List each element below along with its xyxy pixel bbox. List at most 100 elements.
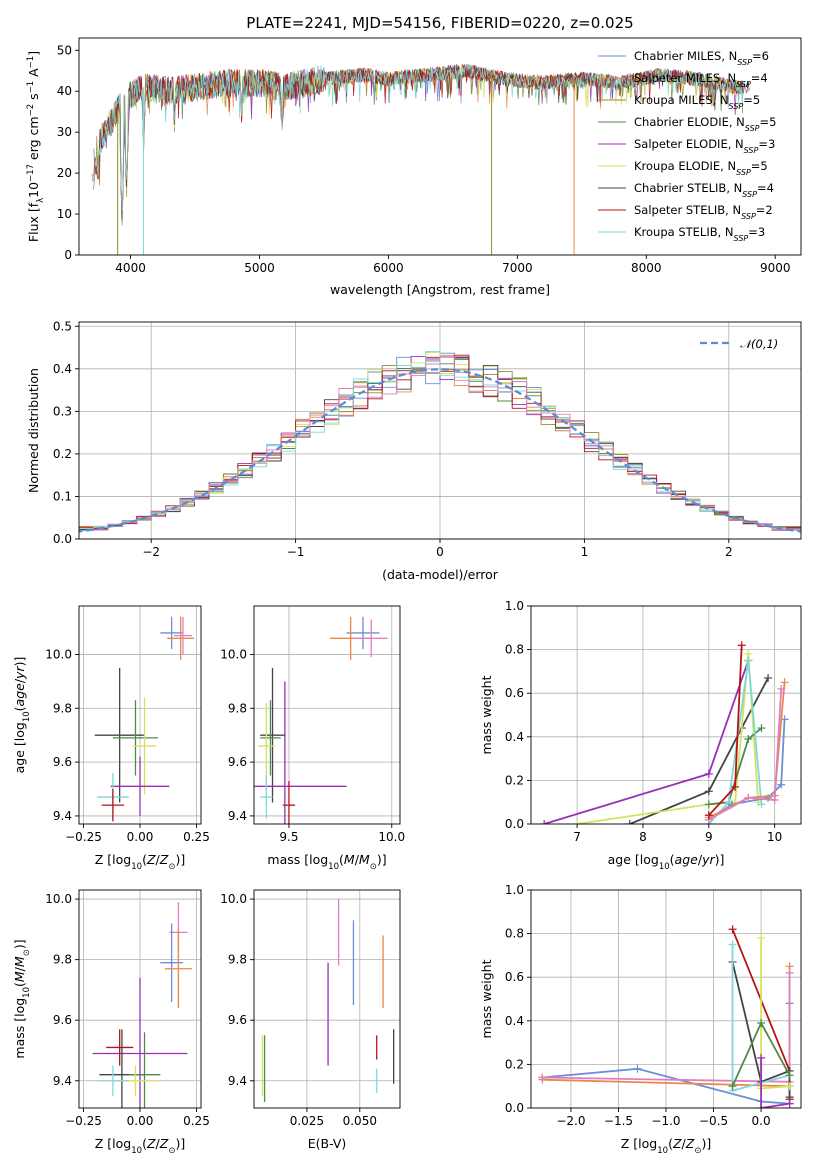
y-axis-label: Normed distribution bbox=[26, 368, 41, 493]
weight-marker-3-2 bbox=[744, 734, 753, 743]
x-tick-label: 4000 bbox=[115, 261, 146, 275]
weight-line-2 bbox=[576, 653, 760, 824]
y-tick-label: 0.5 bbox=[53, 319, 72, 333]
y-tick-label: 1.0 bbox=[505, 599, 524, 613]
y-tick-label: 1.0 bbox=[505, 883, 524, 897]
x-tick-label: 0.00 bbox=[127, 830, 154, 844]
x-tick-label: −1.5 bbox=[604, 1114, 633, 1128]
x-axis-label: wavelength [Angstrom, rest frame] bbox=[330, 282, 550, 297]
plot-area bbox=[92, 902, 192, 1108]
y-axis-label: mass weight bbox=[479, 675, 494, 754]
spectrum-line-6 bbox=[95, 64, 750, 221]
weight-marker-8-1 bbox=[757, 1104, 766, 1108]
legend-label-8: Kroupa STELIB, NSSP=3 bbox=[634, 225, 765, 243]
weight-marker-4-2 bbox=[744, 656, 753, 665]
weight-line-1 bbox=[629, 677, 769, 824]
x-tick-label: 0.050 bbox=[343, 1114, 377, 1128]
histogram-2 bbox=[79, 365, 801, 531]
y-tick-label: 10.0 bbox=[45, 647, 72, 661]
panel-4: 7 8 9 10 0.0 0.2 0.4 0.6 0.8 1.0 age [log10(age/yr… bbox=[479, 599, 802, 872]
y-axis-label: mass weight bbox=[479, 959, 494, 1038]
weight-marker-8-2 bbox=[737, 641, 746, 650]
y-tick-label: 0.4 bbox=[505, 1014, 524, 1028]
weight-marker-8-2 bbox=[785, 1099, 794, 1108]
y-tick-label: 9.8 bbox=[53, 953, 72, 967]
y-tick-label: 0.2 bbox=[53, 447, 72, 461]
weight-marker-6-0 bbox=[757, 933, 766, 942]
legend-label-7: Salpeter STELIB, NSSP=2 bbox=[634, 203, 773, 221]
histogram-9 bbox=[79, 356, 801, 531]
y-tick-label: 0.8 bbox=[505, 927, 524, 941]
x-tick-label: 5000 bbox=[244, 261, 275, 275]
x-tick-label: 9.5 bbox=[279, 830, 298, 844]
y-tick-label: 9.4 bbox=[53, 1074, 72, 1088]
legend-label-4: Salpeter ELODIE, NSSP=3 bbox=[634, 137, 775, 155]
weight-marker-1-0 bbox=[625, 820, 634, 824]
y-tick-label: 9.6 bbox=[53, 1013, 72, 1027]
weight-marker-2-2 bbox=[785, 968, 794, 977]
weight-marker-7-2 bbox=[770, 796, 779, 805]
y-tick-label: 50 bbox=[57, 43, 72, 57]
x-tick-label: −2.0 bbox=[556, 1114, 585, 1128]
y-tick-label: 9.4 bbox=[228, 809, 247, 823]
legend-label-0: Chabrier MILES, NSSP=6 bbox=[634, 49, 769, 67]
histogram-3 bbox=[79, 358, 801, 531]
y-axis-label: mass [log10(M/M⊙)] bbox=[12, 939, 32, 1058]
weight-marker-5-0 bbox=[728, 940, 737, 949]
panel-5: −0.25 0.00 0.25 9.4 9.6 9.8 10.0 Z [log10(Z/Z⊙)… bbox=[12, 889, 210, 1156]
weight-marker-3-3 bbox=[757, 724, 766, 733]
y-tick-label: 0.1 bbox=[53, 489, 72, 503]
y-tick-label: 9.4 bbox=[228, 1074, 247, 1088]
x-tick-label: 6000 bbox=[373, 261, 404, 275]
x-tick-label: 0.00 bbox=[127, 1114, 154, 1128]
weight-line-6 bbox=[708, 682, 786, 819]
axes-frame bbox=[253, 889, 401, 1109]
weight-marker-4-3 bbox=[757, 800, 766, 809]
weight-marker-6-3 bbox=[780, 678, 789, 687]
x-tick-label: 9 bbox=[705, 830, 713, 844]
legend-label-6: Chabrier STELIB, NSSP=4 bbox=[634, 181, 774, 199]
legend-label-1: Salpeter MILES, NSSP=4 bbox=[634, 71, 768, 89]
x-tick-label: −0.25 bbox=[65, 1114, 102, 1128]
y-tick-label: 0.3 bbox=[53, 404, 72, 418]
axes-frame bbox=[530, 605, 802, 825]
panel-7: −2.0 −1.5 −1.0 −0.5 0.0 0.0 0.2 0.4 0.6 0.8 1.0 Z [… bbox=[479, 883, 802, 1156]
spectrum-line-7 bbox=[96, 64, 750, 208]
weight-marker-7-1 bbox=[744, 793, 753, 802]
plot-area bbox=[538, 925, 794, 1108]
weight-marker-1-3 bbox=[764, 673, 773, 682]
histogram-8 bbox=[79, 351, 801, 531]
y-tick-label: 9.6 bbox=[228, 1013, 247, 1027]
x-tick-label: 9000 bbox=[760, 261, 791, 275]
x-tick-label: 2 bbox=[725, 545, 733, 559]
y-tick-label: 40 bbox=[57, 84, 72, 98]
weight-marker-1-1 bbox=[704, 787, 713, 796]
x-tick-label: 0 bbox=[436, 545, 444, 559]
x-tick-label: −0.25 bbox=[65, 830, 102, 844]
y-tick-label: 0.0 bbox=[53, 532, 72, 546]
x-tick-label: −2 bbox=[142, 545, 160, 559]
weight-marker-7-1 bbox=[757, 1018, 766, 1027]
weight-marker-2-0 bbox=[573, 820, 582, 824]
axes-frame bbox=[253, 605, 401, 825]
x-tick-label: 10.0 bbox=[378, 830, 405, 844]
weight-line-0 bbox=[543, 660, 750, 824]
x-axis-label: (data-model)/error bbox=[382, 567, 499, 582]
x-tick-label: −0.5 bbox=[699, 1114, 728, 1128]
weight-marker-0-1 bbox=[704, 769, 713, 778]
weight-marker-7-3 bbox=[777, 684, 786, 693]
y-tick-label: 10.0 bbox=[220, 892, 247, 906]
x-tick-label: 8 bbox=[639, 830, 647, 844]
x-axis-label: Z [log10(Z/Z⊙)] bbox=[95, 1136, 185, 1156]
y-tick-label: 20 bbox=[57, 166, 72, 180]
y-tick-label: 0.2 bbox=[505, 1057, 524, 1071]
y-tick-label: 0.4 bbox=[505, 730, 524, 744]
legend-label-5: Kroupa ELODIE, NSSP=5 bbox=[634, 159, 768, 177]
axes-frame bbox=[78, 37, 802, 256]
legend-label-2: Kroupa MILES, NSSP=5 bbox=[634, 93, 760, 111]
weight-line-8 bbox=[760, 1057, 790, 1108]
plot-area bbox=[79, 351, 801, 533]
weight-marker-8-0 bbox=[704, 811, 713, 820]
x-tick-label: 1 bbox=[581, 545, 589, 559]
